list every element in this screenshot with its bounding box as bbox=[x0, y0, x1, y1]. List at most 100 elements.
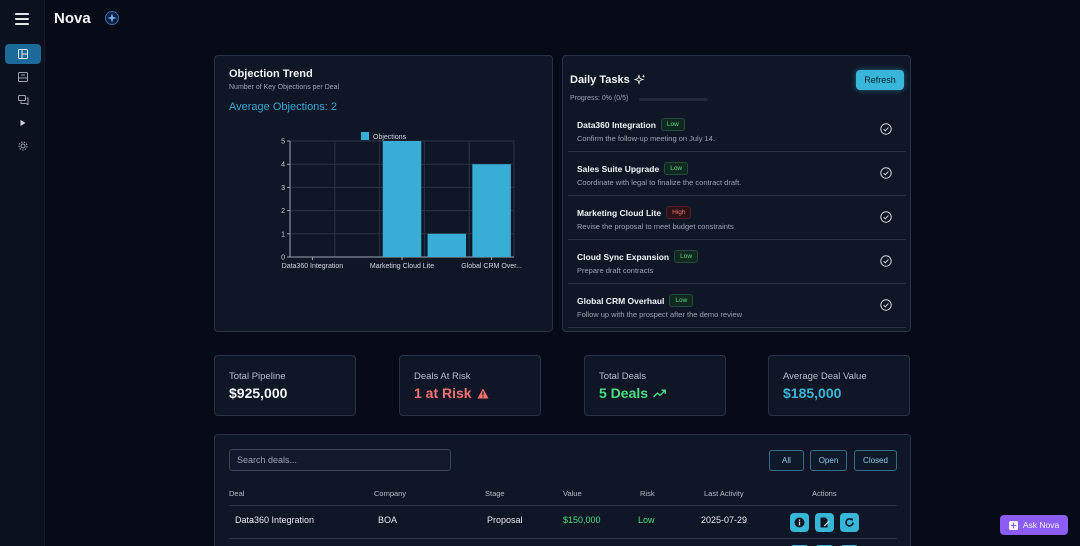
play-icon bbox=[20, 120, 26, 126]
cell-company: BOA bbox=[378, 515, 398, 525]
bar-marketing-cloud-lite bbox=[382, 141, 422, 257]
tasks-title: Daily Tasks bbox=[570, 74, 646, 86]
sidebar-nav bbox=[5, 44, 41, 159]
menu-icon[interactable] bbox=[15, 13, 29, 25]
tasks-title-text: Daily Tasks bbox=[570, 74, 630, 86]
topbar: Nova bbox=[54, 0, 120, 36]
col-value: Value bbox=[563, 489, 582, 498]
chart-title: Objection Trend bbox=[229, 68, 313, 80]
sidebar-item-play[interactable] bbox=[5, 113, 41, 133]
table-row-divider bbox=[229, 538, 897, 539]
gear-icon bbox=[18, 141, 28, 151]
cell-risk: Low bbox=[638, 515, 655, 525]
progress-label: Progress: 0% (0/5) bbox=[570, 95, 629, 102]
filter-closed-button[interactable]: Closed bbox=[854, 450, 897, 471]
edit-document-icon bbox=[820, 517, 830, 528]
ask-nova-label: Ask Nova bbox=[1022, 520, 1060, 530]
check-circle-icon[interactable] bbox=[880, 167, 892, 179]
sidebar-item-settings[interactable] bbox=[5, 136, 41, 156]
cell-stage: Proposal bbox=[487, 515, 523, 525]
task-name-text: Marketing Cloud Lite bbox=[577, 207, 662, 218]
task-name: Data360 Integration Low bbox=[577, 118, 685, 131]
y-tick-label: 3 bbox=[281, 185, 285, 192]
col-last-activity: Last Activity bbox=[704, 489, 744, 498]
stat-value-text: $185,000 bbox=[783, 385, 842, 401]
col-stage: Stage bbox=[485, 489, 505, 498]
task-description: Coordinate with legal to finalize the co… bbox=[577, 178, 742, 187]
stat-label: Total Pipeline bbox=[229, 371, 286, 382]
plus-square-icon bbox=[1008, 520, 1018, 530]
priority-badge: Low bbox=[674, 250, 699, 263]
average-deal-value-card: Average Deal Value $185,000 bbox=[768, 355, 910, 416]
progress-bar bbox=[639, 98, 708, 101]
task-name: Marketing Cloud Lite High bbox=[577, 206, 692, 219]
deal-refresh-button[interactable] bbox=[840, 513, 859, 532]
col-actions: Actions bbox=[812, 489, 837, 498]
stat-label: Total Deals bbox=[599, 371, 646, 382]
refresh-button[interactable]: Refresh bbox=[856, 70, 904, 90]
task-item: Cloud Sync Expansion Low Prepare draft co… bbox=[568, 240, 906, 284]
task-name: Cloud Sync Expansion Low bbox=[577, 250, 699, 263]
stat-value-text: 5 Deals bbox=[599, 385, 649, 401]
total-pipeline-card: Total Pipeline $925,000 bbox=[214, 355, 356, 416]
task-name: Sales Suite Upgrade Low bbox=[577, 162, 689, 175]
stat-label: Average Deal Value bbox=[783, 371, 867, 382]
task-name-text: Data360 Integration bbox=[577, 119, 656, 130]
x-tick-label: Global CRM Over... bbox=[461, 263, 522, 270]
stat-value: $925,000 bbox=[229, 385, 287, 401]
search-deals-input[interactable] bbox=[229, 449, 451, 471]
col-deal: Deal bbox=[229, 489, 245, 498]
reports-icon bbox=[18, 72, 28, 82]
check-circle-icon[interactable] bbox=[880, 255, 892, 267]
x-tick-label: Data360 Integration bbox=[282, 263, 344, 270]
chat-icon bbox=[17, 95, 28, 105]
legend-label: Objections bbox=[373, 134, 407, 141]
nova-logo-icon bbox=[104, 11, 119, 25]
y-tick-label: 1 bbox=[281, 231, 285, 238]
task-description: Revise the proposal to meet budget const… bbox=[577, 222, 734, 231]
cell-deal: Data360 Integration bbox=[235, 515, 315, 525]
check-circle-icon[interactable] bbox=[880, 123, 892, 135]
filter-all-button[interactable]: All bbox=[769, 450, 804, 471]
task-item: Global CRM Overhaul Low Follow up with th… bbox=[568, 284, 906, 328]
task-item: Data360 Integration Low Confirm the follo… bbox=[568, 108, 906, 152]
check-circle-icon[interactable] bbox=[880, 299, 892, 311]
task-name-text: Global CRM Overhaul bbox=[577, 295, 665, 306]
ask-nova-button[interactable]: Ask Nova bbox=[1000, 515, 1068, 535]
deal-edit-button[interactable] bbox=[815, 513, 834, 532]
dashboard-icon bbox=[18, 49, 28, 59]
warning-icon bbox=[477, 388, 489, 398]
sidebar-item-reports[interactable] bbox=[5, 67, 41, 87]
task-description: Prepare draft contracts bbox=[577, 266, 654, 275]
priority-badge: Low bbox=[669, 294, 694, 307]
total-deals-card: Total Deals 5 Deals bbox=[584, 355, 726, 416]
priority-badge: Low bbox=[664, 162, 689, 175]
col-risk: Risk bbox=[640, 489, 655, 498]
check-circle-icon[interactable] bbox=[880, 211, 892, 223]
task-list: Data360 Integration Low Confirm the follo… bbox=[568, 108, 906, 328]
cell-value: $150,000 bbox=[563, 515, 601, 525]
trending-up-icon bbox=[653, 389, 666, 397]
filter-open-button[interactable]: Open bbox=[810, 450, 847, 471]
y-tick-label: 2 bbox=[281, 208, 285, 215]
table-header-divider bbox=[229, 505, 897, 506]
deal-info-button[interactable] bbox=[790, 513, 809, 532]
deals-card: All Open Closed Deal Company Stage Value… bbox=[214, 434, 911, 546]
stat-value: $185,000 bbox=[783, 385, 841, 401]
y-tick-label: 0 bbox=[281, 255, 285, 262]
task-item: Marketing Cloud Lite High Revise the prop… bbox=[568, 196, 906, 240]
stat-label: Deals At Risk bbox=[414, 371, 471, 382]
refresh-icon bbox=[845, 518, 854, 527]
x-tick-label: Marketing Cloud Lite bbox=[370, 263, 434, 270]
bar-global-crm-overhaul bbox=[472, 164, 511, 257]
deals-at-risk-card: Deals At Risk 1 at Risk bbox=[399, 355, 541, 416]
task-name-text: Cloud Sync Expansion bbox=[577, 251, 670, 262]
cell-last-activity: 2025-07-29 bbox=[701, 515, 748, 525]
sidebar-item-dashboard[interactable] bbox=[5, 44, 41, 64]
daily-tasks-card: Daily Tasks Refresh Progress: 0% (0/5) D… bbox=[562, 55, 911, 332]
sidebar bbox=[0, 0, 45, 546]
sidebar-item-messages[interactable] bbox=[5, 90, 41, 110]
task-description: Follow up with the prospect after the de… bbox=[577, 310, 743, 319]
task-name-text: Sales Suite Upgrade bbox=[577, 163, 660, 174]
stat-value-text: 1 at Risk bbox=[414, 385, 472, 401]
